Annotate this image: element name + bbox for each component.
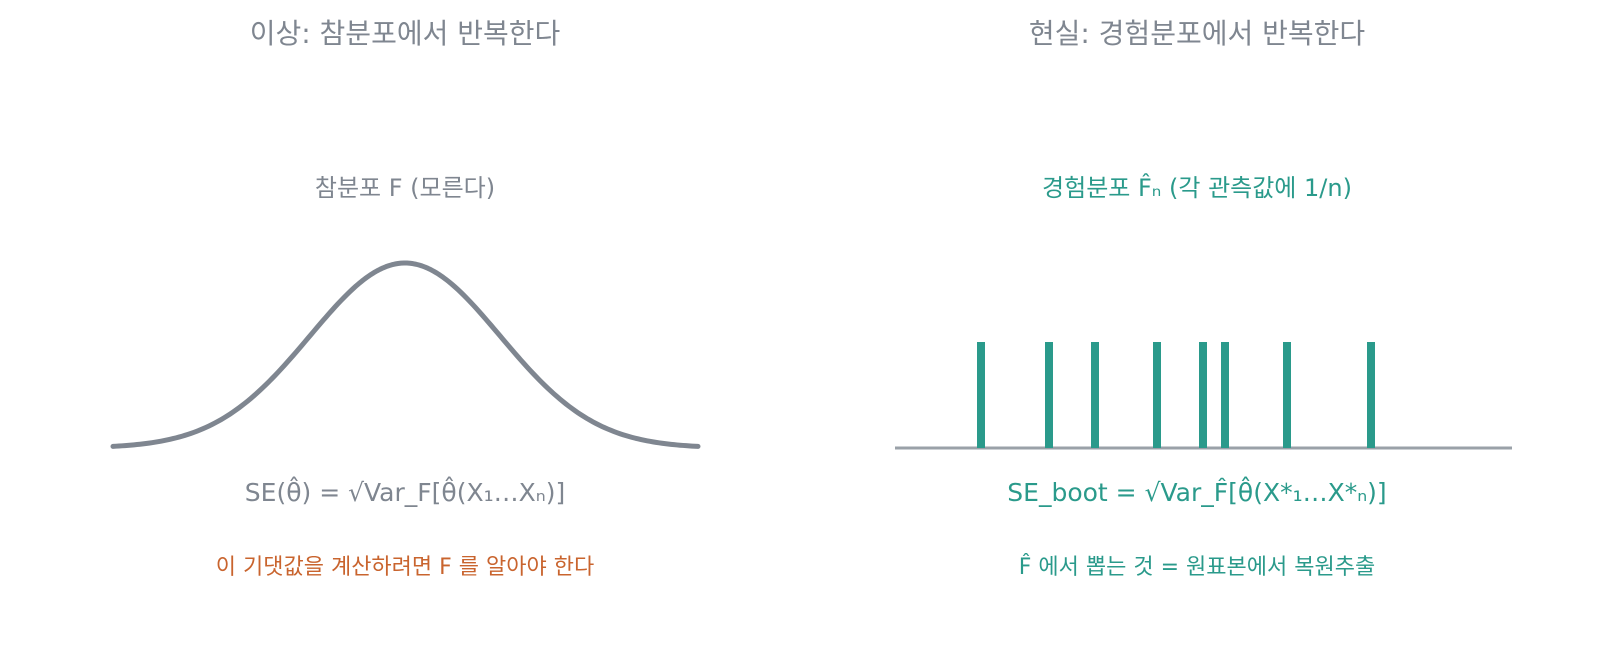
empirical-distribution-label: 경험분포 F̂ₙ (각 관측값에 1/n) bbox=[1042, 174, 1352, 202]
observation-spike bbox=[1091, 342, 1099, 448]
observation-spike bbox=[1199, 342, 1207, 448]
observation-spike bbox=[1045, 342, 1053, 448]
bootstrap-note: F̂ 에서 뽑는 것 = 원표본에서 복원추출 bbox=[1018, 555, 1376, 580]
empirical-distribution-plot bbox=[895, 342, 1512, 450]
ideal-title: 이상: 참분포에서 반복한다 bbox=[249, 17, 561, 50]
true-distribution-note: 이 기댓값을 계산하려면 F 를 알아야 한다 bbox=[215, 555, 595, 580]
observation-spike bbox=[1153, 342, 1161, 448]
observation-spike bbox=[1221, 342, 1229, 448]
bootstrap-se-formula: SE_boot = √Var_F̂[θ̂(X*₁…X*ₙ)] bbox=[1007, 478, 1387, 507]
true-distribution-plot bbox=[110, 260, 701, 449]
reality-panel: 현실: 경험분포에서 반복한다 경험분포 F̂ₙ (각 관측값에 1/n) SE… bbox=[800, 0, 1600, 655]
reality-title: 현실: 경험분포에서 반복한다 bbox=[1028, 17, 1366, 50]
true-distribution-label: 참분포 F (모른다) bbox=[314, 174, 496, 202]
true-se-formula: SE(θ̂) = √Var_F[θ̂(X₁…Xₙ)] bbox=[244, 478, 566, 507]
ideal-panel: 이상: 참분포에서 반복한다 참분포 F (모른다) SE(θ̂) = √Var… bbox=[110, 17, 701, 580]
observation-spike bbox=[977, 342, 985, 448]
true-distribution-curve bbox=[110, 260, 701, 449]
observation-spike bbox=[1283, 342, 1291, 448]
observation-spike bbox=[1367, 342, 1375, 448]
